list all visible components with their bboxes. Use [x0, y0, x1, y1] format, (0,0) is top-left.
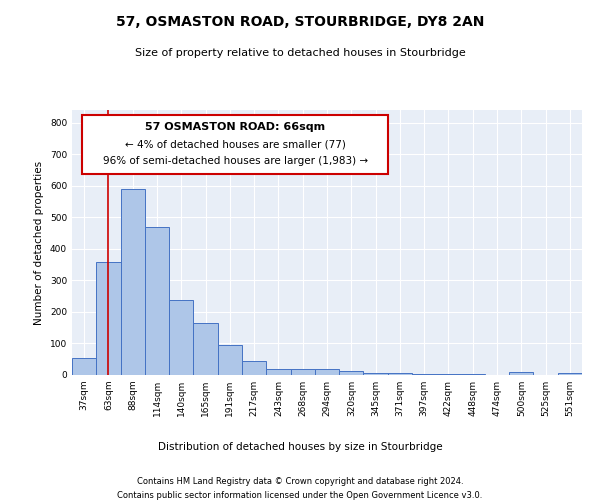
Bar — [509, 372, 533, 375]
Bar — [412, 374, 436, 375]
Bar — [364, 373, 388, 375]
Bar — [242, 361, 266, 375]
Bar — [169, 300, 193, 375]
Bar — [72, 358, 96, 375]
Bar — [436, 374, 461, 375]
Bar — [145, 228, 169, 375]
Text: Distribution of detached houses by size in Stourbridge: Distribution of detached houses by size … — [158, 442, 442, 452]
Bar — [266, 368, 290, 375]
Bar — [461, 374, 485, 375]
FancyBboxPatch shape — [82, 116, 388, 173]
Bar — [315, 370, 339, 375]
Bar — [193, 323, 218, 375]
Bar — [96, 262, 121, 375]
Text: 57 OSMASTON ROAD: 66sqm: 57 OSMASTON ROAD: 66sqm — [145, 122, 325, 132]
Bar — [558, 374, 582, 375]
Text: Size of property relative to detached houses in Stourbridge: Size of property relative to detached ho… — [134, 48, 466, 58]
Text: Contains HM Land Registry data © Crown copyright and database right 2024.: Contains HM Land Registry data © Crown c… — [137, 478, 463, 486]
Bar — [388, 374, 412, 375]
Text: 57, OSMASTON ROAD, STOURBRIDGE, DY8 2AN: 57, OSMASTON ROAD, STOURBRIDGE, DY8 2AN — [116, 15, 484, 29]
Bar — [290, 368, 315, 375]
Text: Contains public sector information licensed under the Open Government Licence v3: Contains public sector information licen… — [118, 491, 482, 500]
Bar — [339, 371, 364, 375]
Text: ← 4% of detached houses are smaller (77): ← 4% of detached houses are smaller (77) — [125, 139, 346, 149]
Bar — [218, 344, 242, 375]
Text: 96% of semi-detached houses are larger (1,983) →: 96% of semi-detached houses are larger (… — [103, 156, 368, 166]
Y-axis label: Number of detached properties: Number of detached properties — [34, 160, 44, 324]
Bar — [121, 189, 145, 375]
